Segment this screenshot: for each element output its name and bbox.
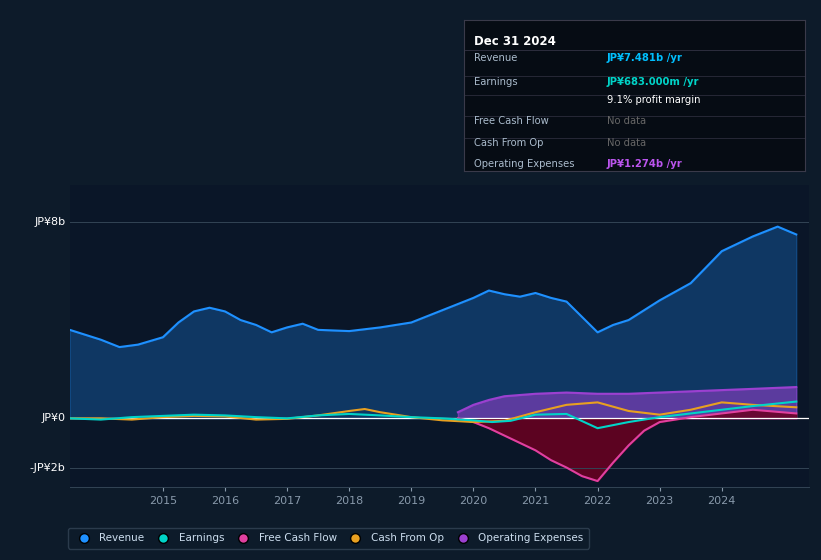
Text: Operating Expenses: Operating Expenses (474, 158, 575, 169)
Text: Earnings: Earnings (474, 77, 518, 87)
Text: 9.1% profit margin: 9.1% profit margin (607, 95, 700, 105)
Text: JP¥0: JP¥0 (42, 413, 66, 423)
Text: JP¥1.274b /yr: JP¥1.274b /yr (607, 158, 683, 169)
Text: Revenue: Revenue (474, 53, 517, 63)
Text: -JP¥2b: -JP¥2b (30, 463, 66, 473)
Text: JP¥8b: JP¥8b (34, 217, 66, 227)
Text: Dec 31 2024: Dec 31 2024 (474, 35, 556, 48)
Text: No data: No data (607, 116, 646, 127)
Text: Cash From Op: Cash From Op (474, 138, 544, 147)
Legend: Revenue, Earnings, Free Cash Flow, Cash From Op, Operating Expenses: Revenue, Earnings, Free Cash Flow, Cash … (68, 528, 589, 548)
Text: JP¥683.000m /yr: JP¥683.000m /yr (607, 77, 699, 87)
Text: JP¥7.481b /yr: JP¥7.481b /yr (607, 53, 683, 63)
Text: No data: No data (607, 138, 646, 147)
Text: Free Cash Flow: Free Cash Flow (474, 116, 548, 127)
